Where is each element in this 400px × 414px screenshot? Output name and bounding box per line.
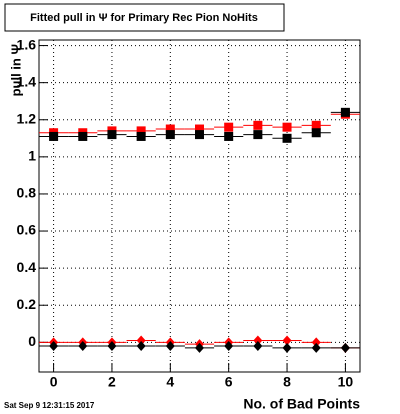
- plot-frame: [38, 39, 361, 373]
- x-tick-label: 6: [225, 374, 233, 390]
- marker: [136, 126, 146, 136]
- x-tick-label: 0: [50, 374, 58, 390]
- marker: [282, 122, 292, 132]
- y-tick-label: 0.6: [17, 222, 37, 238]
- timestamp: Sat Sep 9 12:31:15 2017: [4, 401, 95, 410]
- marker: [340, 107, 350, 117]
- x-tick-label: 2: [108, 374, 116, 390]
- x-tick-label: 4: [166, 374, 174, 390]
- marker: [195, 124, 204, 134]
- marker: [224, 341, 234, 352]
- marker: [49, 341, 59, 352]
- title-box: [4, 3, 285, 32]
- marker: [253, 120, 263, 130]
- marker: [340, 342, 350, 353]
- marker: [282, 342, 292, 353]
- x-tick-label: 10: [338, 374, 354, 390]
- y-tick-label: 1.2: [17, 110, 37, 126]
- marker: [224, 131, 234, 141]
- marker: [165, 341, 175, 352]
- chart-title: Fitted pull in Ψ for Primary Rec Pion No…: [30, 12, 258, 24]
- marker: [136, 335, 146, 346]
- marker: [136, 341, 146, 352]
- marker: [49, 131, 59, 141]
- marker: [311, 342, 321, 353]
- marker: [253, 341, 263, 352]
- marker: [107, 341, 117, 352]
- y-tick-label: 0.8: [17, 185, 37, 201]
- marker: [282, 133, 292, 143]
- marker: [78, 341, 88, 352]
- y-axis-label: pull in Ψ: [8, 44, 23, 96]
- y-tick-label: 0: [28, 333, 36, 349]
- marker: [282, 335, 292, 346]
- marker: [253, 130, 263, 140]
- marker: [253, 335, 263, 346]
- marker: [311, 337, 321, 348]
- marker: [224, 122, 234, 132]
- marker: [165, 124, 175, 134]
- y-tick-label: 0.4: [17, 259, 37, 275]
- x-tick-label: 8: [283, 374, 291, 390]
- marker: [311, 128, 321, 138]
- marker: [78, 131, 88, 141]
- marker: [107, 130, 117, 140]
- marker: [165, 130, 175, 140]
- marker: [136, 131, 146, 141]
- y-tick-label: 1.6: [17, 36, 37, 52]
- y-tick-label: 0.2: [17, 296, 37, 312]
- x-axis-label: No. of Bad Points: [243, 396, 360, 412]
- y-tick-label: 1.4: [17, 73, 37, 89]
- y-tick-label: 1: [28, 148, 36, 164]
- marker: [311, 120, 321, 130]
- marker: [195, 130, 204, 140]
- marker: [195, 342, 204, 353]
